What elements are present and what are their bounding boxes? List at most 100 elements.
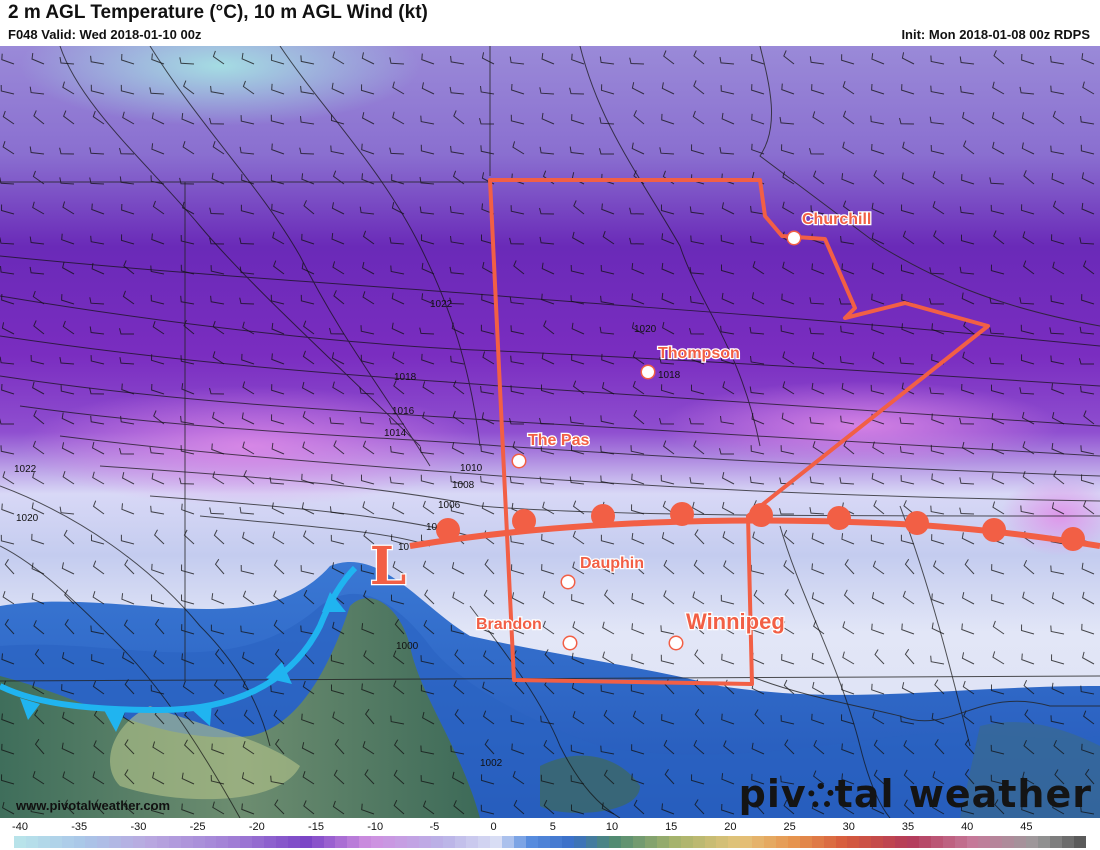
wind-barb xyxy=(209,387,225,395)
wind-barb xyxy=(62,470,75,485)
wind-barb xyxy=(243,709,255,725)
wind-barb xyxy=(362,291,375,305)
wind-barb xyxy=(241,174,255,185)
wind-barb xyxy=(693,619,705,635)
wind-barb xyxy=(451,322,465,335)
wind-barb xyxy=(573,200,585,215)
wind-barb xyxy=(359,387,375,395)
wind-barb xyxy=(662,321,675,335)
wind-barb xyxy=(782,171,795,185)
colorbar-swatch xyxy=(275,836,288,848)
wind-barb xyxy=(750,355,765,365)
wind-barb xyxy=(1082,500,1095,515)
colorbar-tick: -25 xyxy=(189,821,206,833)
wind-barb xyxy=(1022,441,1035,455)
colorbar-swatch xyxy=(740,836,753,848)
wind-barb xyxy=(453,110,465,125)
wind-barb xyxy=(120,234,135,245)
wind-barb xyxy=(631,322,645,335)
wind-barb xyxy=(31,592,45,605)
wind-barb xyxy=(361,623,375,635)
wind-barb xyxy=(392,561,405,575)
wind-barb xyxy=(180,564,195,575)
wind-barb xyxy=(661,204,675,215)
wind-barb xyxy=(59,177,75,185)
wind-barb xyxy=(1021,411,1035,425)
wind-barb xyxy=(753,589,765,605)
wind-barb xyxy=(510,325,525,335)
wind-barb xyxy=(838,298,854,305)
wind-barb xyxy=(153,650,165,665)
wind-barb xyxy=(242,381,255,395)
wind-barb xyxy=(151,383,165,395)
wind-barb xyxy=(692,591,705,605)
wind-barb xyxy=(959,206,975,215)
colorbar-swatch xyxy=(871,836,884,848)
wind-barb xyxy=(664,769,675,785)
wind-barb xyxy=(1,322,15,335)
wind-barb xyxy=(513,260,525,275)
isobar-label: 10 xyxy=(398,542,410,553)
wind-barb xyxy=(62,81,75,95)
wind-barb xyxy=(64,799,75,815)
colorbar-swatch xyxy=(228,836,241,848)
wind-barb xyxy=(964,769,975,785)
wind-barb xyxy=(210,85,225,95)
wind-barb xyxy=(483,589,495,605)
colorbar-swatch xyxy=(895,836,907,848)
wind-barb xyxy=(870,534,885,545)
wind-barb xyxy=(452,170,465,185)
wind-barb xyxy=(361,803,375,815)
wind-barb xyxy=(932,771,945,785)
warm-front-markers xyxy=(436,502,1085,551)
wind-barb xyxy=(210,265,225,275)
wind-barb xyxy=(392,81,405,95)
isobar-labels: 1022 1020 1018 1018 1016 1014 1010 1008 … xyxy=(14,299,681,769)
colorbar-swatch xyxy=(216,836,229,848)
wind-barb xyxy=(871,143,885,155)
wind-barb xyxy=(181,503,195,515)
wind-barb xyxy=(990,204,1005,215)
wind-barb xyxy=(1079,326,1095,335)
wind-barb xyxy=(873,170,885,185)
map-svg: L 1022 1020 1018 1018 1016 1014 1010 100… xyxy=(0,46,1100,818)
wind-barb xyxy=(989,327,1005,335)
wind-barb xyxy=(300,294,315,305)
wind-barb xyxy=(334,739,345,755)
colorbar-swatch xyxy=(1037,836,1050,848)
wind-barb xyxy=(719,448,734,455)
wind-barb xyxy=(61,684,75,695)
wind-barb xyxy=(330,145,345,155)
wind-barb xyxy=(872,560,885,575)
wind-barb xyxy=(600,84,615,95)
map-area: L 1022 1020 1018 1018 1016 1014 1010 100… xyxy=(0,46,1100,818)
wind-barb xyxy=(1020,354,1035,365)
colorbar-swatch xyxy=(645,836,657,848)
city-label-churchill: Churchill xyxy=(802,211,871,228)
wind-barb xyxy=(600,745,615,755)
wind-barb xyxy=(1083,410,1095,425)
wind-barb xyxy=(873,739,885,755)
wind-barb xyxy=(721,501,735,515)
low-pressure-symbol: L xyxy=(370,536,407,597)
wind-barb xyxy=(661,262,675,275)
cold-front-markers xyxy=(20,592,346,732)
wind-barb xyxy=(62,771,75,785)
wind-barb xyxy=(2,591,15,605)
wind-barb xyxy=(151,143,165,155)
wind-barb xyxy=(1050,145,1065,155)
wind-barb xyxy=(451,562,465,575)
wind-barb xyxy=(1051,443,1065,455)
wind-barb xyxy=(364,708,375,725)
wind-barb xyxy=(720,415,735,425)
wind-barb xyxy=(450,355,465,365)
colorbar-swatch xyxy=(204,836,217,848)
wind-barb xyxy=(512,141,525,155)
wind-barb xyxy=(362,261,375,275)
wind-barb xyxy=(871,323,885,335)
wind-barb xyxy=(571,53,585,65)
colorbar-swatch xyxy=(335,836,348,848)
wind-barb xyxy=(990,744,1005,755)
wind-barb xyxy=(961,804,975,815)
wind-barb xyxy=(241,772,255,785)
